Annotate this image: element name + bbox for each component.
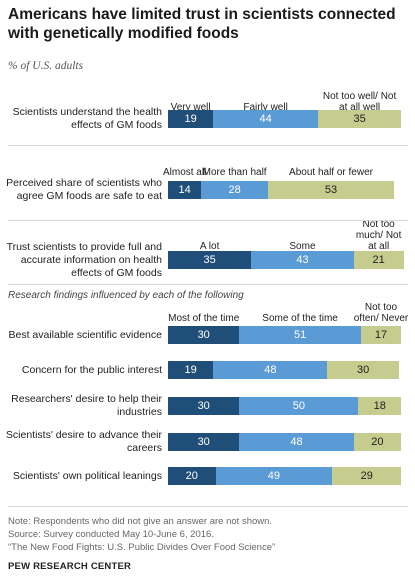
row-label: Concern for the public interest bbox=[21, 363, 162, 376]
segment-header: Some bbox=[289, 241, 316, 252]
chart-subtitle: % of U.S. adults bbox=[8, 60, 84, 72]
row-label: Researchers' desire to help their indust… bbox=[11, 393, 162, 418]
divider bbox=[8, 145, 408, 146]
bar-segment: 49 bbox=[215, 467, 333, 485]
bar-segment: 14 bbox=[168, 181, 202, 199]
bar-segment: 53 bbox=[267, 181, 395, 199]
segment-header: About half or fewer bbox=[289, 167, 373, 178]
row-label: Best available scientific evidence bbox=[8, 328, 162, 341]
bar-segment: 50 bbox=[239, 397, 359, 415]
bar-segment: 28 bbox=[201, 181, 268, 199]
bar-segment: 51 bbox=[239, 326, 361, 344]
bar-segment: 20 bbox=[168, 467, 216, 485]
divider bbox=[8, 284, 408, 285]
bar-segment: 29 bbox=[332, 467, 402, 485]
bar-segment: 30 bbox=[168, 433, 240, 451]
segment-header: Not too often/ Never bbox=[353, 302, 409, 324]
brand-name: PEW RESEARCH CENTER bbox=[8, 561, 132, 572]
bar-segment: 48 bbox=[213, 361, 328, 379]
segment-header: Almost all bbox=[162, 167, 207, 178]
bar-segment: 21 bbox=[353, 251, 404, 269]
row-label: Scientists' desire to advance their care… bbox=[5, 429, 162, 454]
section-note: Research findings influenced by each of … bbox=[8, 290, 244, 301]
bar-segment: 48 bbox=[239, 433, 354, 451]
divider bbox=[8, 220, 408, 221]
bar-segment: 17 bbox=[360, 326, 402, 344]
segment-header: More than half bbox=[202, 167, 267, 178]
segment-header: Not too well/ Not at all well bbox=[322, 91, 397, 113]
chart-title: Americans have limited trust in scientis… bbox=[8, 6, 396, 42]
bar-segment: 18 bbox=[358, 397, 402, 415]
footer-report: “The New Food Fights: U.S. Public Divide… bbox=[8, 542, 276, 553]
segment-header: Some of the time bbox=[262, 313, 338, 324]
footer-source: Source: Survey conducted May 10-June 6, … bbox=[8, 529, 214, 540]
divider bbox=[8, 506, 408, 507]
bar-segment: 19 bbox=[168, 361, 214, 379]
segment-header: A lot bbox=[199, 241, 220, 252]
bar-segment: 44 bbox=[213, 110, 318, 128]
bar-segment: 30 bbox=[327, 361, 399, 379]
segment-header: Most of the time bbox=[168, 313, 240, 324]
row-label: Trust scientists to provide full and acc… bbox=[6, 240, 162, 279]
segment-header: Not too much/ Not at all bbox=[355, 219, 402, 252]
segment-header: Very well bbox=[170, 102, 211, 113]
row-label: Scientists' own political leanings bbox=[12, 469, 162, 482]
footer-note: Note: Respondents who did not give an an… bbox=[8, 516, 273, 527]
row-label: Scientists understand the health effects… bbox=[12, 106, 162, 131]
bar-segment: 30 bbox=[168, 326, 240, 344]
bar-segment: 20 bbox=[353, 433, 402, 451]
segment-header: Fairly well bbox=[243, 102, 288, 113]
bar-segment: 19 bbox=[168, 110, 214, 128]
row-label: Perceived share of scientists who agree … bbox=[6, 177, 162, 202]
bar-segment: 30 bbox=[168, 397, 240, 415]
bar-segment: 35 bbox=[317, 110, 402, 128]
bar-segment: 43 bbox=[251, 251, 354, 269]
bar-segment: 35 bbox=[168, 251, 252, 269]
